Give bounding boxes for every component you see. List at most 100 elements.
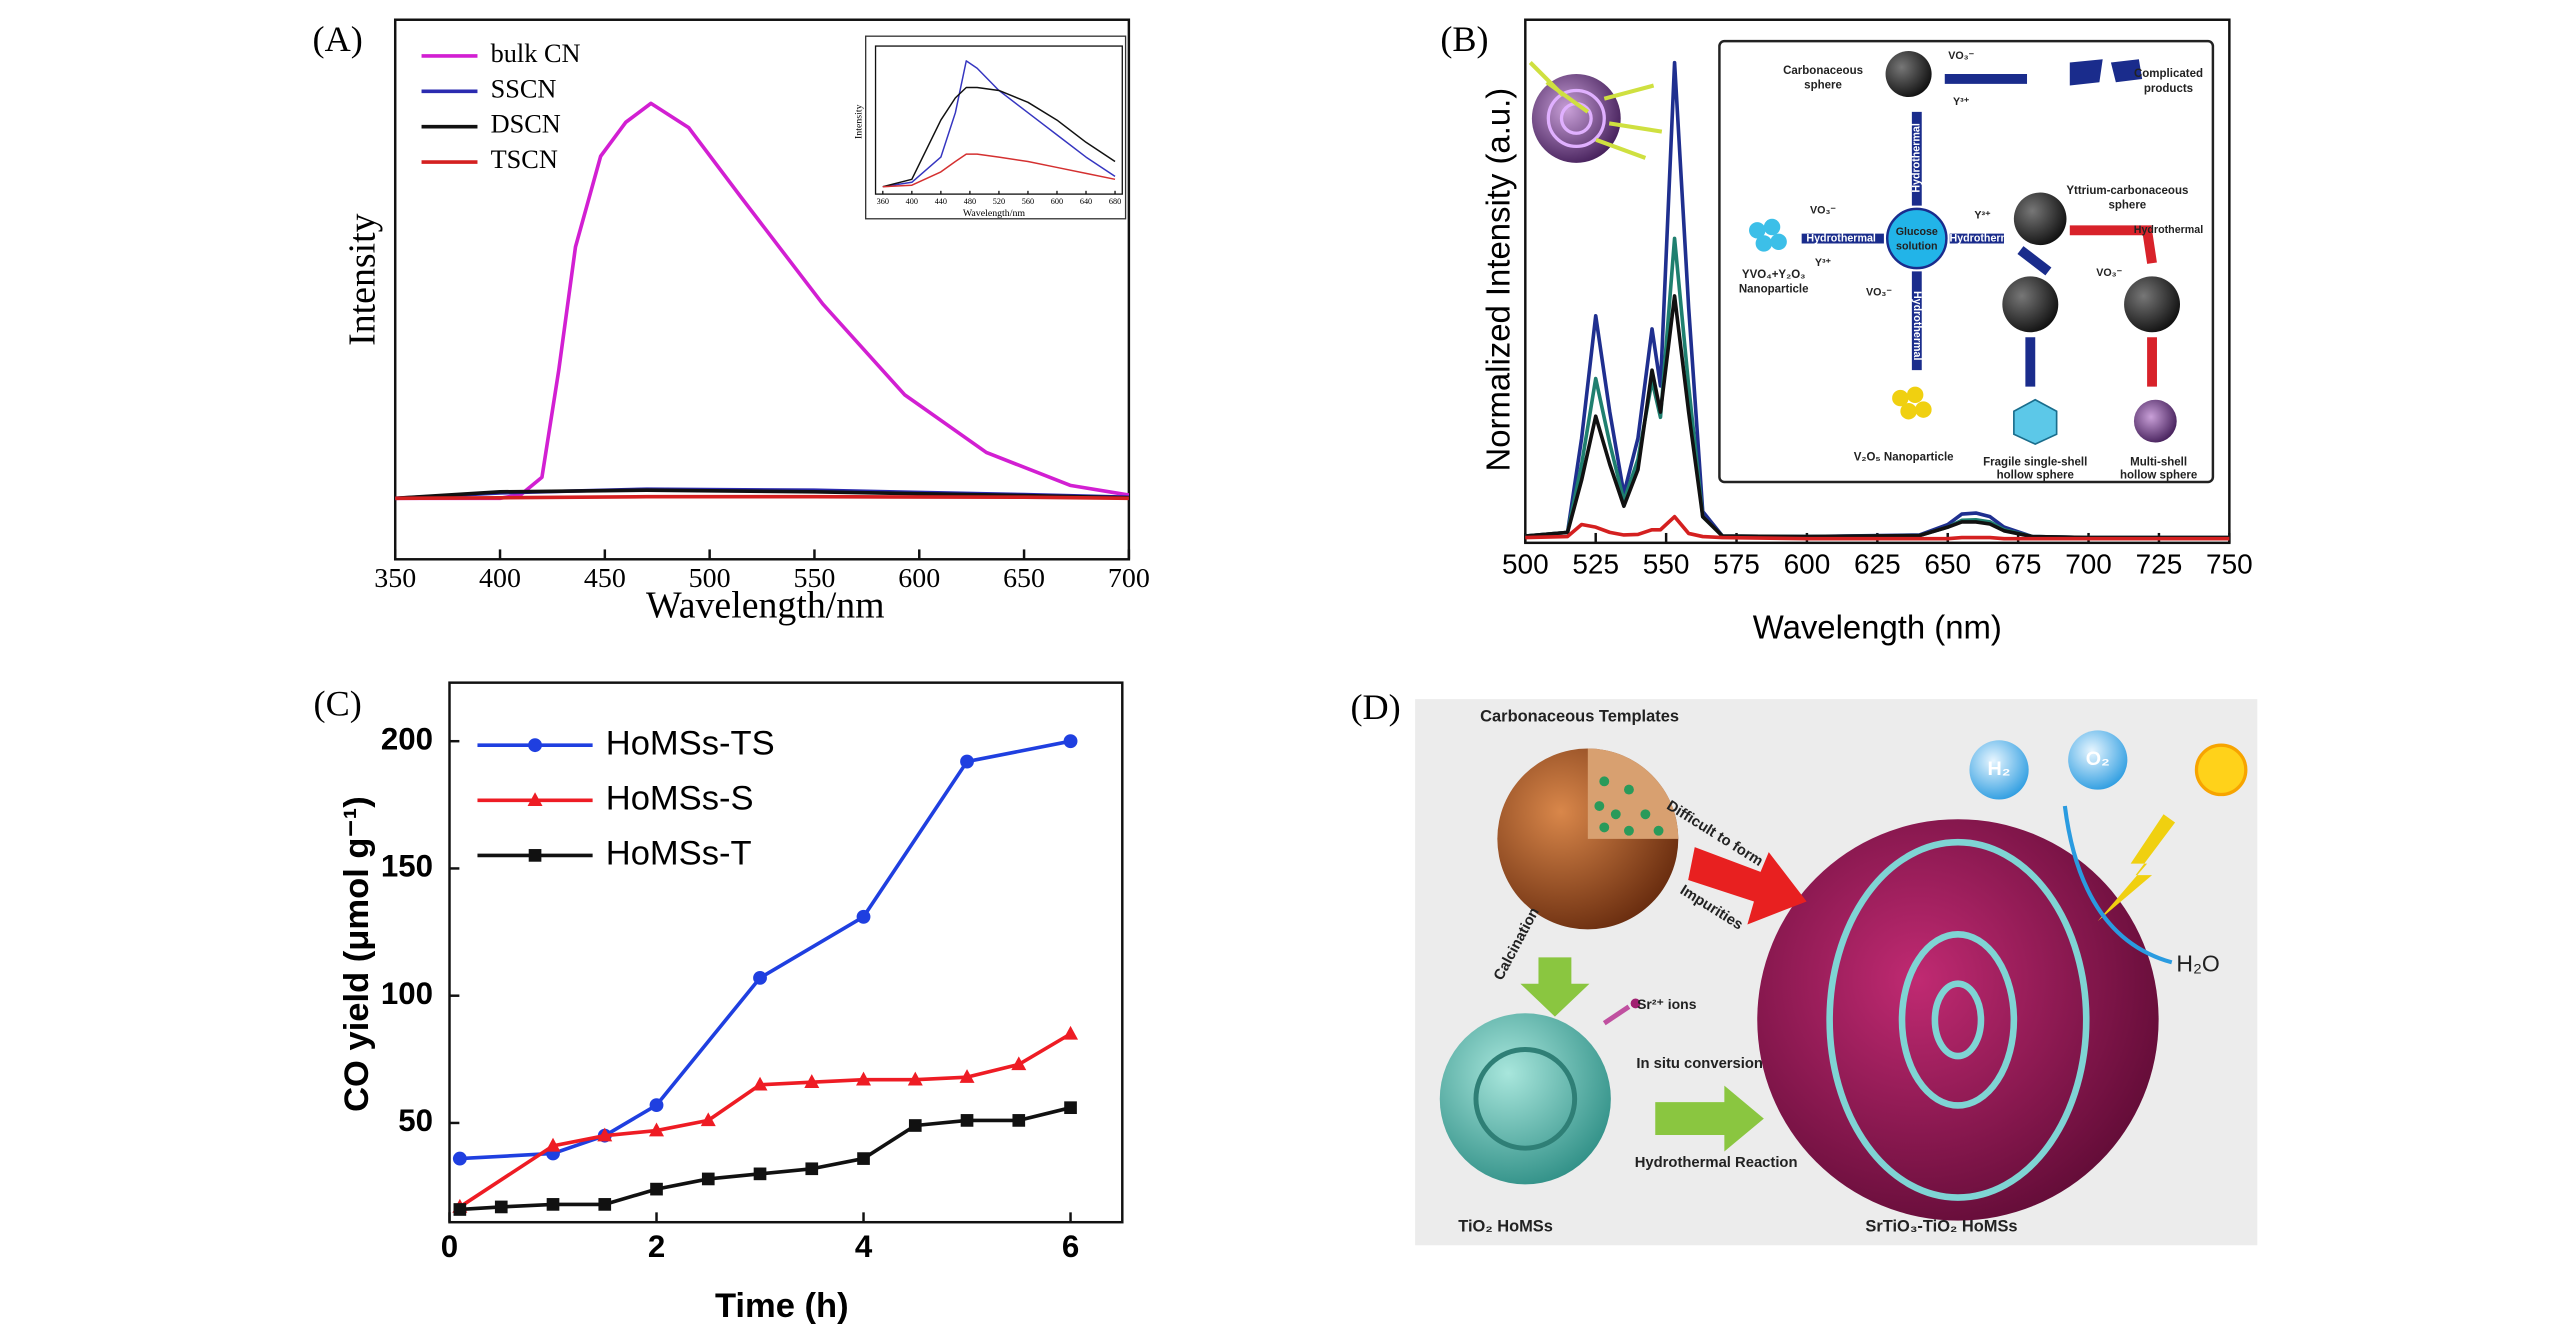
marker bbox=[960, 1114, 974, 1127]
scheme-label: products bbox=[2144, 83, 2193, 95]
yttrium-sphere bbox=[2013, 192, 2067, 246]
marker bbox=[907, 1071, 923, 1086]
x-tick-label: 400 bbox=[906, 197, 918, 206]
scheme-label: Hydrothermal bbox=[1911, 291, 1923, 361]
scheme-label: Sr²⁺ ions bbox=[1637, 996, 1697, 1012]
scheme-label: sphere bbox=[2109, 200, 2147, 212]
x-tick-label: 500 bbox=[689, 563, 731, 594]
fragile-sphere bbox=[2013, 398, 2058, 446]
x-tick-label: 440 bbox=[935, 197, 947, 206]
scheme-label: YVO₄+Y₂O₃ bbox=[1742, 269, 1806, 281]
x-tick-label: 640 bbox=[1080, 197, 1092, 206]
x-axis-label: Time (h) bbox=[715, 1287, 849, 1325]
v2o5-cluster bbox=[1892, 386, 1932, 420]
y-tick-label: 100 bbox=[381, 976, 433, 1011]
carbon-sphere bbox=[1885, 50, 1932, 98]
shell-ring bbox=[1546, 88, 1606, 149]
scheme-label: Carbonaceous bbox=[1783, 65, 1863, 77]
light-arrows bbox=[1528, 61, 1663, 160]
x-tick-label: 750 bbox=[2206, 548, 2253, 579]
series-line bbox=[1525, 514, 2230, 541]
panel-label: (B) bbox=[1440, 19, 1488, 59]
y-tick-label: 200 bbox=[381, 721, 433, 756]
legend-marker bbox=[528, 738, 542, 753]
marker bbox=[598, 1198, 612, 1211]
marker bbox=[649, 1122, 665, 1137]
scheme-arrows bbox=[1801, 74, 2052, 387]
x-tick-label: 360 bbox=[877, 197, 889, 206]
x-tick-label: 600 bbox=[1051, 197, 1063, 206]
panel-label: (A) bbox=[313, 19, 363, 59]
series-line bbox=[458, 1032, 1072, 1209]
marker bbox=[546, 1198, 560, 1211]
scheme-label: O₂ bbox=[2086, 748, 2110, 770]
red-arrows bbox=[2069, 225, 2157, 387]
x-tick-label: 625 bbox=[1854, 548, 1901, 579]
scheme-label: Y³⁺ bbox=[1974, 209, 1991, 221]
marker bbox=[804, 1074, 820, 1088]
x-tick-label: 2 bbox=[648, 1229, 665, 1264]
scheme-label: Y³⁺ bbox=[1953, 96, 1970, 108]
x-tick-label: 550 bbox=[793, 563, 835, 594]
marker bbox=[805, 1162, 819, 1176]
template-cut bbox=[1587, 748, 1679, 839]
marker bbox=[545, 1137, 561, 1152]
y-axis-label: Intensity bbox=[341, 213, 383, 345]
legend-label: HoMSs-S bbox=[606, 779, 754, 817]
x-tick-label: 600 bbox=[1784, 548, 1831, 579]
h2-bubble bbox=[1969, 740, 2029, 800]
x-tick-label: 700 bbox=[2065, 548, 2112, 579]
scheme-label: Complicated bbox=[2134, 68, 2203, 80]
x-tick-label: 650 bbox=[1924, 548, 1971, 579]
scheme-label: Hydrothermal bbox=[1806, 232, 1876, 244]
marker bbox=[700, 1112, 716, 1127]
scheme-label: TiO₂ HoMSs bbox=[1458, 1217, 1553, 1235]
legend-label: SSCN bbox=[491, 74, 557, 103]
scheme-label: Nanoparticle bbox=[1739, 284, 1809, 296]
y-axis-label: Intensity bbox=[853, 104, 864, 139]
scheme-label: VO₃⁻ bbox=[1810, 204, 1836, 216]
x-tick-label: 575 bbox=[1713, 548, 1760, 579]
legend-label: bulk CN bbox=[491, 39, 581, 68]
scheme-label: VO₃⁻ bbox=[1866, 287, 1892, 299]
scheme-label: Fragile single-shell bbox=[1983, 456, 2087, 468]
scheme-label: hollow sphere bbox=[1997, 469, 2074, 481]
marker bbox=[959, 1069, 975, 1083]
x-axis-label: Wavelength/nm bbox=[963, 208, 1026, 219]
scheme-label: Hydrothermal bbox=[1911, 123, 1923, 193]
red-arrow bbox=[1688, 847, 1807, 925]
series-line bbox=[395, 494, 1129, 501]
legend-label: TSCN bbox=[491, 145, 558, 174]
panel-label: (C) bbox=[314, 684, 362, 724]
sr-arrow bbox=[1602, 1004, 1631, 1026]
legend-marker bbox=[527, 792, 543, 807]
series-line bbox=[459, 739, 1071, 1161]
sr-dot bbox=[1630, 998, 1641, 1009]
x-tick-label: 600 bbox=[898, 563, 940, 594]
marker bbox=[908, 1119, 922, 1132]
water-arrow bbox=[2062, 805, 2173, 965]
marker bbox=[753, 970, 767, 985]
scheme-label: VO₃⁻ bbox=[2096, 267, 2122, 279]
scheme-label: Multi-shell bbox=[2130, 456, 2187, 468]
scheme-frame bbox=[1718, 39, 2215, 484]
marker bbox=[960, 754, 974, 769]
scheme-label: Carbonaceous Templates bbox=[1480, 708, 1679, 726]
x-axis-label: Wavelength/nm bbox=[646, 584, 885, 626]
series-line bbox=[882, 153, 1116, 188]
scheme-label: SrTiO₃-TiO₂ HoMSs bbox=[1865, 1217, 2017, 1235]
products bbox=[2069, 59, 2143, 86]
x-tick-label: 560 bbox=[1022, 197, 1034, 206]
x-tick-label: 6 bbox=[1062, 1229, 1079, 1264]
marker bbox=[856, 909, 871, 924]
series-line bbox=[395, 101, 1130, 501]
plot-frame bbox=[448, 681, 1124, 1224]
scheme-label: Y³⁺ bbox=[1815, 257, 1832, 269]
marker bbox=[856, 1071, 872, 1086]
legend-label: HoMSs-T bbox=[606, 835, 752, 873]
x-tick-label: 500 bbox=[1502, 548, 1549, 579]
marker bbox=[452, 1151, 467, 1166]
lightning bbox=[2097, 814, 2176, 922]
scheme-label: Hydrothermal Reaction bbox=[1635, 1155, 1798, 1171]
